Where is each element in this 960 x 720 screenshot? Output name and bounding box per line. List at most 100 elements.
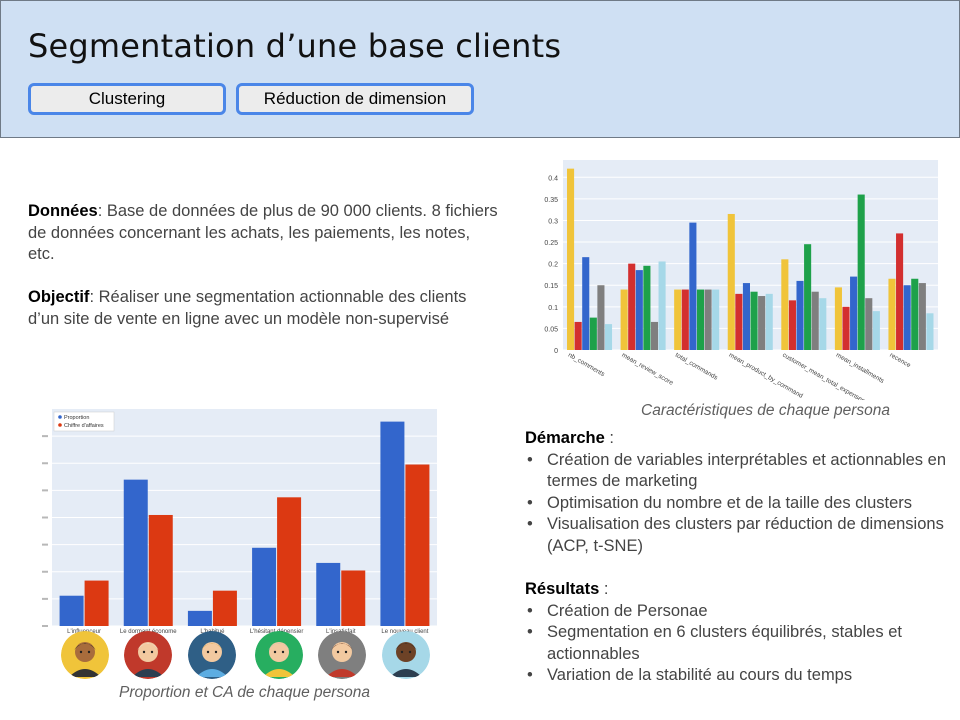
avatar-hair <box>395 643 417 650</box>
y-tick-mark <box>42 625 48 627</box>
bar <box>674 289 682 350</box>
avatar-face <box>269 642 289 662</box>
y-tick-label: 0.1 <box>548 305 558 312</box>
bar <box>681 289 689 350</box>
avatar-shirt <box>326 669 358 677</box>
avatar-shirt <box>390 669 422 677</box>
y-tick-label: 0.2 <box>548 262 558 269</box>
bar <box>597 285 605 350</box>
persona-avatar-icon <box>318 631 366 679</box>
bar <box>804 244 812 350</box>
avatar-eye <box>206 650 210 654</box>
bar <box>59 595 84 626</box>
bar <box>643 265 651 350</box>
x-tick-label: nb_comments <box>567 352 607 379</box>
bar <box>148 514 173 626</box>
bar <box>689 222 697 350</box>
y-tick-mark <box>42 543 48 546</box>
legend-marker <box>58 423 62 427</box>
bar <box>758 296 766 350</box>
bar <box>796 280 804 350</box>
reduction-dimension-button[interactable]: Réduction de dimension <box>236 83 474 115</box>
avatar-shirt <box>263 669 295 677</box>
bar <box>857 194 865 350</box>
avatar-face <box>332 642 352 662</box>
avatar-eye <box>344 650 348 654</box>
legend-label: Chiffre d'affaires <box>64 423 104 429</box>
avatar-face <box>396 642 416 662</box>
y-tick-label: 0.25 <box>544 240 558 247</box>
y-tick-label: 0 <box>554 348 558 355</box>
persona-avatar-icon <box>61 631 109 679</box>
legend-label: Proportion <box>64 415 89 421</box>
demarche-item: Création de variables interprétables et … <box>525 450 960 493</box>
bar <box>696 289 705 350</box>
avatar-eye <box>408 650 412 654</box>
y-tick-label: 0.05 <box>544 326 558 333</box>
avatar-eye <box>79 650 83 654</box>
resultats-item: Création de Personae <box>525 601 960 623</box>
bar <box>727 213 735 350</box>
persona-avatar-icon <box>188 631 236 679</box>
y-tick-label: 0.15 <box>544 283 558 290</box>
bar <box>872 311 880 350</box>
bar <box>628 263 636 350</box>
donnees-text: : Base de données de plus de 90 000 clie… <box>28 202 498 263</box>
bar <box>742 283 750 350</box>
demarche-suffix: : <box>604 429 614 447</box>
y-tick-label: 0.4 <box>548 175 558 182</box>
demarche-item: Visualisation des clusters par réduction… <box>525 514 960 557</box>
bar <box>341 570 366 626</box>
y-tick-mark <box>42 516 48 519</box>
y-tick-mark <box>42 570 48 573</box>
bar <box>750 291 758 350</box>
x-tick-label: mean_review_score <box>620 352 674 387</box>
clustering-button[interactable]: Clustering <box>28 83 226 115</box>
bar <box>735 293 743 350</box>
avatar-hair <box>331 643 353 650</box>
header-banner: Segmentation d’une base clients Clusteri… <box>0 0 960 138</box>
avatar-eye <box>142 650 146 654</box>
avatar-eye <box>150 650 154 654</box>
bar <box>84 580 109 626</box>
avatar-eye <box>281 650 285 654</box>
y-tick-mark <box>42 462 48 465</box>
avatar-hair <box>74 643 96 650</box>
bar <box>834 287 842 350</box>
demarche-label: Démarche <box>525 429 605 447</box>
legend: Proportion Chiffre d'affaires <box>53 411 115 432</box>
y-tick-label: 0.3 <box>548 218 558 225</box>
avatar-face <box>75 642 95 662</box>
bar <box>620 289 628 350</box>
x-tick-label: total_commands <box>674 352 719 382</box>
avatar-shirt <box>196 669 228 677</box>
resultats-suffix: : <box>599 580 609 598</box>
legend-marker <box>58 415 62 419</box>
avatar-eye <box>87 650 91 654</box>
bar <box>212 590 237 626</box>
resultats-item: Variation de la stabilité au cours du te… <box>525 665 960 687</box>
legend-box <box>53 411 115 432</box>
bar <box>712 289 720 350</box>
bar <box>888 278 896 350</box>
bar <box>405 464 430 626</box>
bar <box>850 276 858 350</box>
avatar-hair <box>137 643 159 650</box>
resultats-label: Résultats <box>525 580 600 598</box>
bar <box>582 257 590 350</box>
x-tick-label: recence <box>888 352 912 370</box>
objectif-paragraph: Objectif: Réaliser une segmentation acti… <box>28 287 468 330</box>
x-tick-label: mean_installments <box>835 352 886 386</box>
persona-avatar-icon <box>124 631 172 679</box>
bottom-chart-caption: Proportion et CA de chaque persona <box>119 684 371 701</box>
bar <box>187 610 212 626</box>
y-tick-mark <box>42 435 48 438</box>
avatar-eye <box>214 650 218 654</box>
bar <box>781 259 789 350</box>
donnees-paragraph: Données: Base de données de plus de 90 0… <box>28 201 498 266</box>
bar <box>574 321 582 350</box>
bar <box>896 233 904 350</box>
objectif-label: Objectif <box>28 288 90 306</box>
bar <box>252 547 277 626</box>
